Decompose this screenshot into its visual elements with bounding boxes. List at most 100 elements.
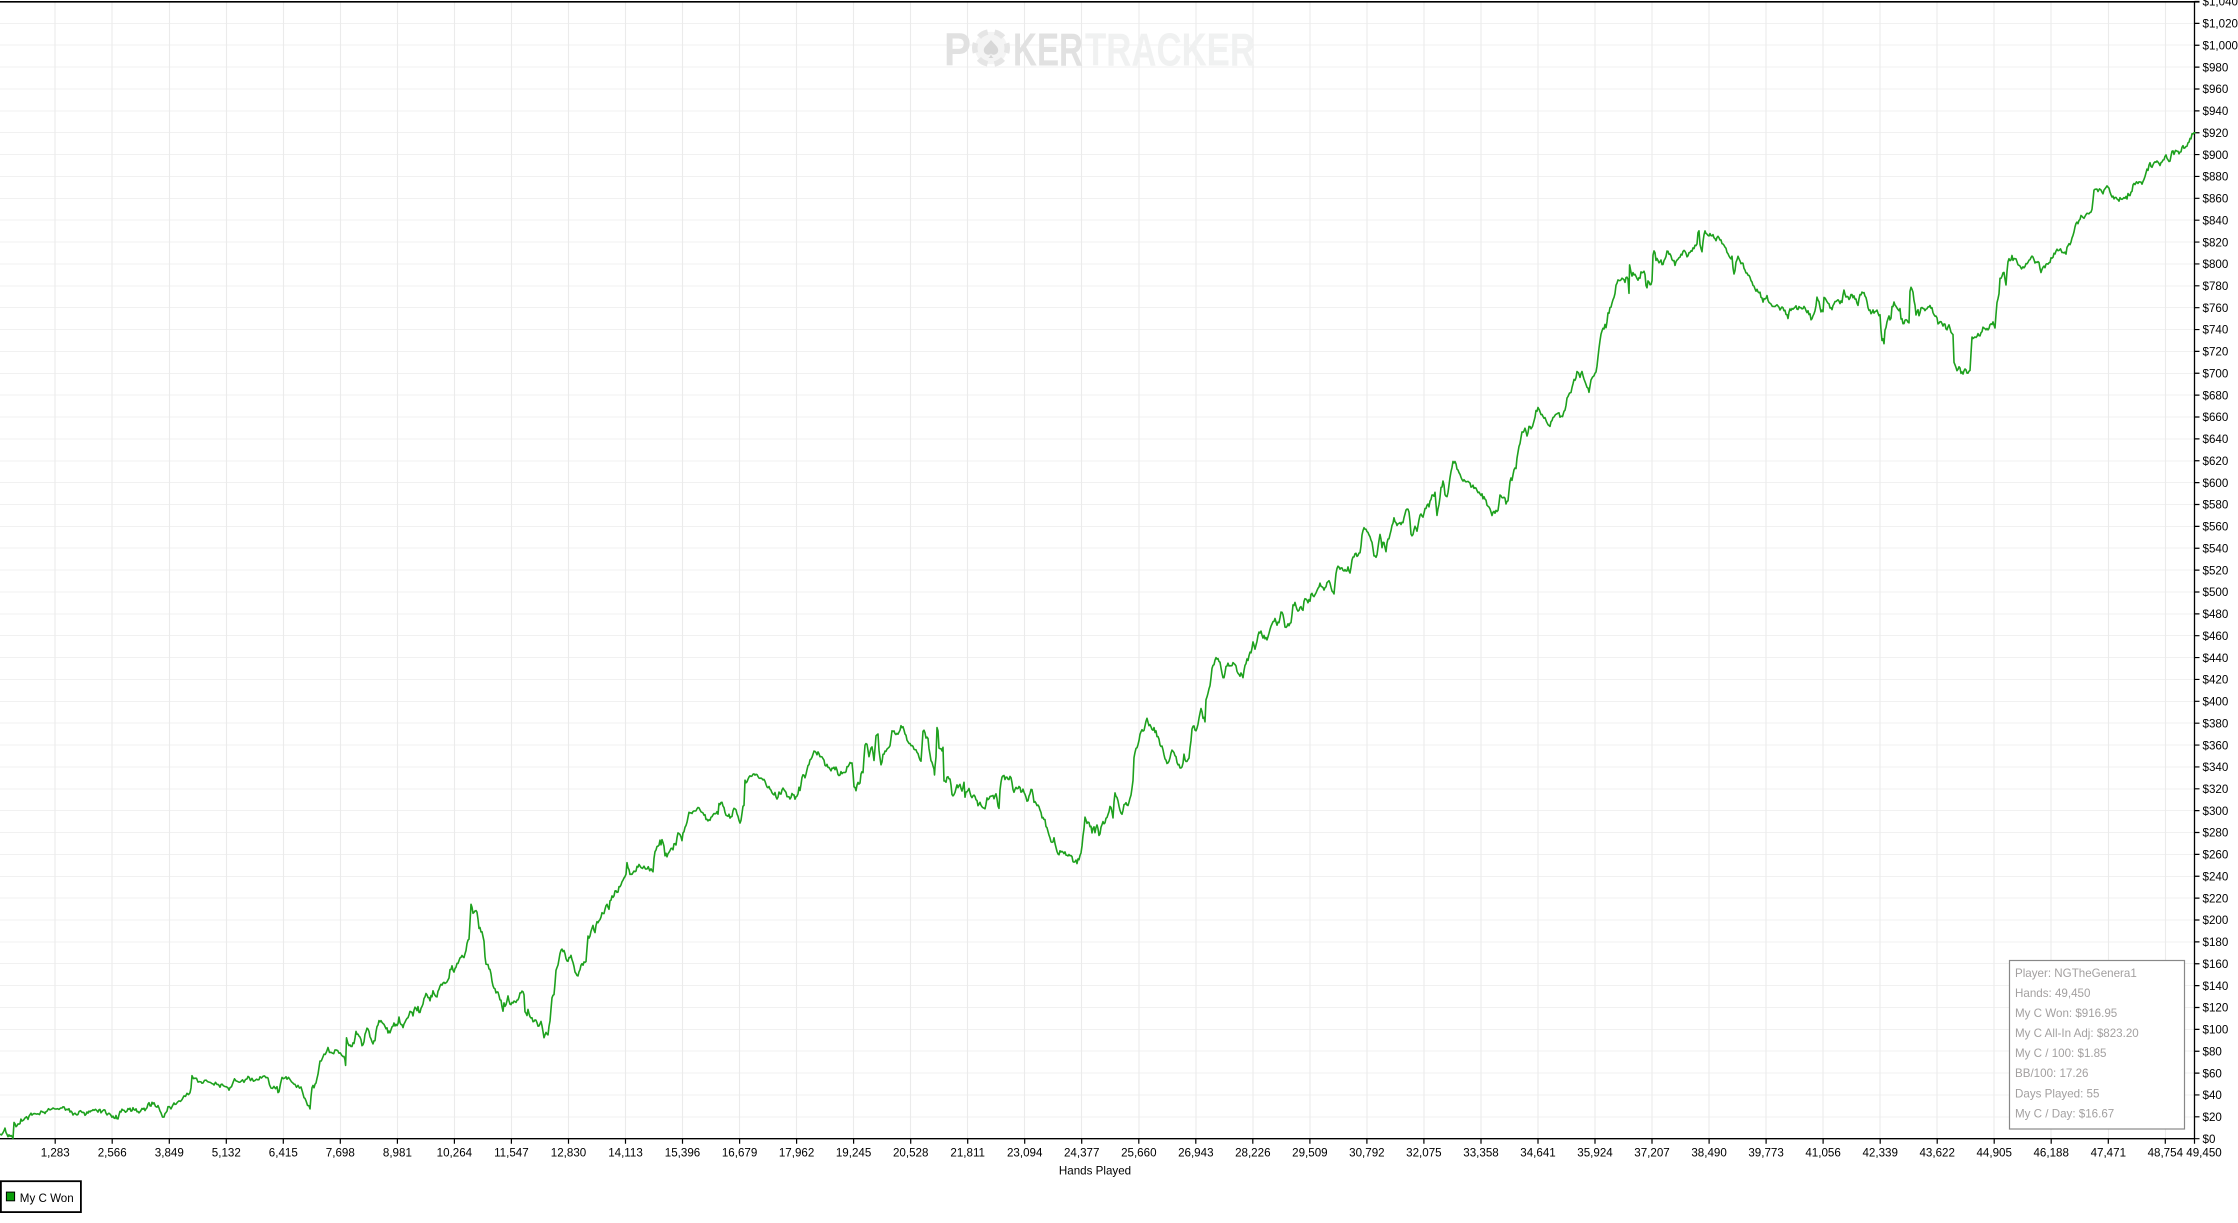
- svg-text:49,450: 49,450: [2186, 1147, 2221, 1160]
- svg-text:17,962: 17,962: [779, 1147, 814, 1160]
- svg-text:42,339: 42,339: [1862, 1147, 1897, 1160]
- svg-text:21,811: 21,811: [950, 1147, 985, 1160]
- svg-text:11,547: 11,547: [494, 1147, 529, 1160]
- svg-text:$100: $100: [2203, 1024, 2229, 1037]
- svg-text:$920: $920: [2203, 127, 2229, 140]
- svg-text:$240: $240: [2203, 871, 2229, 884]
- svg-text:$380: $380: [2203, 717, 2229, 730]
- svg-text:12,830: 12,830: [551, 1147, 586, 1160]
- svg-text:Days Played: 55: Days Played: 55: [2015, 1087, 2099, 1100]
- svg-text:$280: $280: [2203, 827, 2229, 840]
- svg-text:$220: $220: [2203, 892, 2229, 905]
- svg-text:$940: $940: [2203, 105, 2229, 118]
- svg-text:$0: $0: [2203, 1133, 2216, 1146]
- svg-text:19,245: 19,245: [836, 1147, 871, 1160]
- svg-text:24,377: 24,377: [1064, 1147, 1099, 1160]
- svg-text:35,924: 35,924: [1577, 1147, 1613, 1160]
- svg-text:My C / Day: $16.67: My C / Day: $16.67: [2015, 1107, 2114, 1120]
- svg-text:1,283: 1,283: [41, 1147, 70, 1160]
- svg-text:My C / 100: $1.85: My C / 100: $1.85: [2015, 1047, 2107, 1060]
- svg-text:$860: $860: [2203, 193, 2229, 206]
- svg-text:$580: $580: [2203, 499, 2229, 512]
- svg-text:$60: $60: [2203, 1067, 2222, 1080]
- svg-text:$180: $180: [2203, 936, 2229, 949]
- svg-text:TRACKER: TRACKER: [1085, 24, 1255, 76]
- svg-text:BB/100: 17.26: BB/100: 17.26: [2015, 1067, 2089, 1080]
- svg-text:$640: $640: [2203, 433, 2229, 446]
- svg-text:6,415: 6,415: [269, 1147, 298, 1160]
- svg-text:My C Won: $916.95: My C Won: $916.95: [2015, 1007, 2117, 1020]
- svg-text:47,471: 47,471: [2091, 1147, 2126, 1160]
- svg-text:29,509: 29,509: [1292, 1147, 1327, 1160]
- svg-text:15,396: 15,396: [665, 1147, 700, 1160]
- svg-text:$40: $40: [2203, 1089, 2222, 1102]
- svg-text:$1,000: $1,000: [2203, 39, 2238, 52]
- svg-text:23,094: 23,094: [1007, 1147, 1043, 1160]
- svg-text:43,622: 43,622: [1919, 1147, 1954, 1160]
- svg-text:Player: NGTheGenera1: Player: NGTheGenera1: [2015, 967, 2137, 980]
- svg-text:34,641: 34,641: [1520, 1147, 1555, 1160]
- svg-text:$980: $980: [2203, 61, 2229, 74]
- svg-text:26,943: 26,943: [1178, 1147, 1213, 1160]
- svg-text:33,358: 33,358: [1463, 1147, 1498, 1160]
- svg-text:P: P: [944, 24, 971, 76]
- svg-text:$400: $400: [2203, 696, 2229, 709]
- svg-text:20,528: 20,528: [893, 1147, 928, 1160]
- svg-text:32,075: 32,075: [1406, 1147, 1441, 1160]
- svg-text:28,226: 28,226: [1235, 1147, 1270, 1160]
- svg-text:$160: $160: [2203, 958, 2229, 971]
- svg-text:$200: $200: [2203, 914, 2229, 927]
- svg-text:16,679: 16,679: [722, 1147, 757, 1160]
- svg-text:$680: $680: [2203, 389, 2229, 402]
- svg-text:7,698: 7,698: [326, 1147, 355, 1160]
- svg-text:$820: $820: [2203, 236, 2229, 249]
- svg-text:$420: $420: [2203, 674, 2229, 687]
- svg-text:48,754: 48,754: [2148, 1147, 2184, 1160]
- svg-text:10,264: 10,264: [437, 1147, 473, 1160]
- svg-text:37,207: 37,207: [1634, 1147, 1669, 1160]
- svg-text:41,056: 41,056: [1805, 1147, 1840, 1160]
- svg-text:$960: $960: [2203, 83, 2229, 96]
- svg-text:$540: $540: [2203, 542, 2229, 555]
- svg-text:46,188: 46,188: [2033, 1147, 2068, 1160]
- svg-text:30,792: 30,792: [1349, 1147, 1384, 1160]
- svg-text:$320: $320: [2203, 783, 2229, 796]
- svg-text:KER: KER: [1013, 24, 1083, 76]
- svg-text:$720: $720: [2203, 346, 2229, 359]
- svg-text:$300: $300: [2203, 805, 2229, 818]
- svg-text:$840: $840: [2203, 214, 2229, 227]
- svg-text:Hands Played: Hands Played: [1059, 1165, 1131, 1178]
- svg-text:$500: $500: [2203, 586, 2229, 599]
- svg-text:$1,040: $1,040: [2203, 0, 2238, 9]
- svg-text:38,490: 38,490: [1691, 1147, 1726, 1160]
- svg-text:$800: $800: [2203, 258, 2229, 271]
- svg-text:$700: $700: [2203, 368, 2229, 381]
- svg-text:$560: $560: [2203, 521, 2229, 534]
- svg-text:2,566: 2,566: [98, 1147, 127, 1160]
- svg-text:$20: $20: [2203, 1111, 2222, 1124]
- svg-text:$360: $360: [2203, 739, 2229, 752]
- svg-text:$120: $120: [2203, 1002, 2229, 1015]
- svg-text:$660: $660: [2203, 411, 2229, 424]
- svg-text:5,132: 5,132: [212, 1147, 241, 1160]
- svg-text:$760: $760: [2203, 302, 2229, 315]
- svg-text:$600: $600: [2203, 477, 2229, 490]
- svg-text:25,660: 25,660: [1121, 1147, 1156, 1160]
- svg-text:$480: $480: [2203, 608, 2229, 621]
- svg-text:3,849: 3,849: [155, 1147, 184, 1160]
- svg-text:$440: $440: [2203, 652, 2229, 665]
- svg-text:My C All-In Adj: $823.20: My C All-In Adj: $823.20: [2015, 1027, 2139, 1040]
- svg-text:14,113: 14,113: [608, 1147, 643, 1160]
- svg-text:$1,020: $1,020: [2203, 18, 2238, 31]
- svg-text:$740: $740: [2203, 324, 2229, 337]
- svg-text:$520: $520: [2203, 564, 2229, 577]
- svg-text:$900: $900: [2203, 149, 2229, 162]
- svg-text:$780: $780: [2203, 280, 2229, 293]
- svg-text:$140: $140: [2203, 980, 2229, 993]
- svg-text:39,773: 39,773: [1748, 1147, 1783, 1160]
- svg-text:$260: $260: [2203, 849, 2229, 862]
- svg-text:$80: $80: [2203, 1045, 2222, 1058]
- svg-text:$460: $460: [2203, 630, 2229, 643]
- svg-text:$880: $880: [2203, 171, 2229, 184]
- svg-text:$620: $620: [2203, 455, 2229, 468]
